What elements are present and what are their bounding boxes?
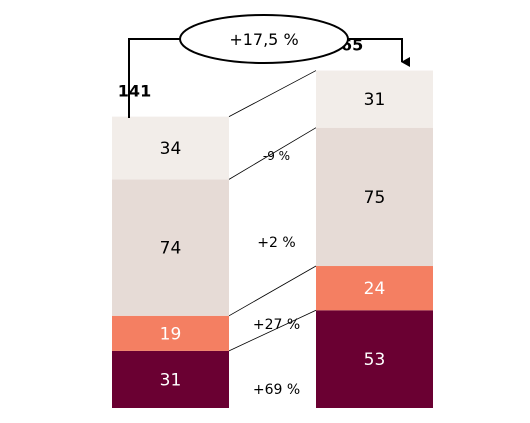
growth-ellipse (179, 14, 349, 64)
segment-value-label: 24 (364, 279, 386, 299)
segment-change-label: -9 % (263, 149, 290, 163)
bar-segment-1-3 (112, 179, 229, 316)
segment-change-label: +69 % (253, 382, 300, 398)
segment-value-label: 31 (364, 90, 386, 110)
segment-value-label: 31 (160, 370, 182, 390)
growth-bracket-left (128, 38, 200, 118)
segment-change-label: +27 % (253, 317, 300, 333)
connector-line (228, 265, 317, 317)
total-growth-label: +17,5 % (229, 30, 298, 49)
segment-value-label: 19 (160, 324, 182, 344)
segment-value-label: 74 (160, 239, 182, 259)
bar-segment-1-4 (112, 116, 229, 180)
connector-line (228, 70, 317, 118)
bar-segment-2-4 (316, 70, 433, 128)
bars-group (112, 70, 433, 408)
growth-arrow (330, 38, 410, 67)
segment-connector-lines (228, 70, 317, 352)
bar-segment-1-2 (112, 315, 229, 351)
segment-value-label: 75 (364, 188, 386, 208)
bar-total-label: 141 (118, 82, 151, 101)
total-growth-callout: +17,5 % (128, 14, 410, 118)
connector-line (228, 127, 317, 180)
segment-change-label: +2 % (257, 235, 295, 251)
segment-value-label: 53 (364, 350, 386, 370)
bar-segment-2-1 (316, 310, 433, 408)
bar-segment-2-3 (316, 127, 433, 267)
segment-value-label: 34 (160, 139, 182, 159)
connector-line (228, 309, 317, 352)
bar-segment-1-1 (112, 350, 229, 408)
bar-segment-2-2 (316, 266, 433, 311)
